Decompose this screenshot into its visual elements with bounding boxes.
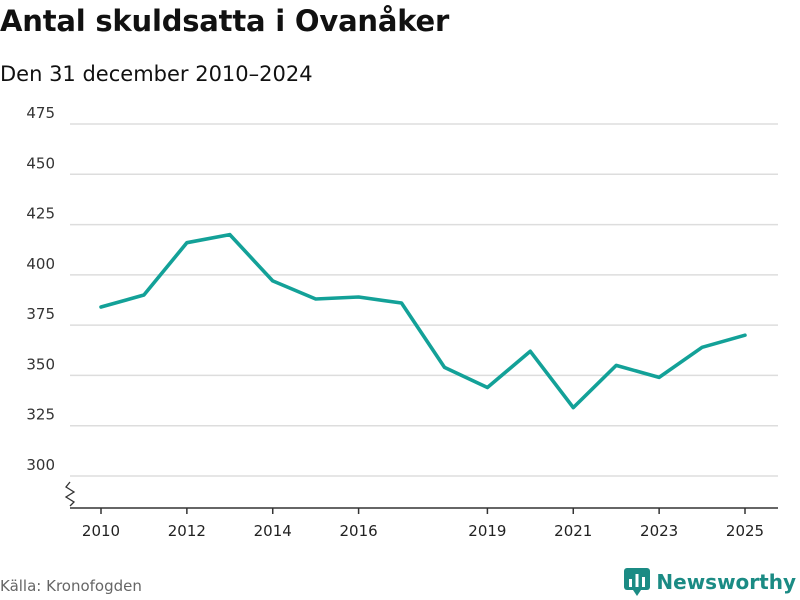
source-note: Källa: Kronofogden — [0, 577, 142, 595]
y-tick-label: 400 — [26, 255, 55, 273]
y-tick-label: 450 — [26, 154, 55, 172]
chart-subtitle: Den 31 december 2010–2024 — [0, 62, 313, 86]
axis-break-icon — [64, 481, 76, 507]
brand-logo: Newsworthy — [624, 568, 796, 596]
x-tick-label: 2012 — [168, 522, 206, 540]
x-axis-ticks: 2010 2012 2014 2016 2019 2021 2023 2025 — [82, 508, 764, 540]
x-tick-label: 2016 — [340, 522, 378, 540]
axis-break-zigzag — [64, 481, 76, 507]
x-tick-label: 2010 — [82, 522, 120, 540]
y-tick-label: 375 — [26, 305, 55, 323]
series-line — [99, 232, 747, 410]
y-tick-label: 325 — [26, 406, 55, 424]
y-tick-label: 425 — [26, 205, 55, 223]
x-tick-label: 2025 — [726, 522, 764, 540]
y-tick-label: 475 — [26, 104, 55, 122]
bar-chart-logo-icon — [624, 568, 651, 596]
grid-lines — [70, 123, 778, 477]
y-tick-label: 350 — [26, 355, 55, 373]
x-tick-label: 2021 — [554, 522, 592, 540]
y-axis-ticks: 300 325 350 375 400 425 450 475 — [26, 104, 55, 474]
chart-title: Antal skuldsatta i Ovanåker — [0, 4, 450, 38]
x-tick-label: 2023 — [640, 522, 678, 540]
y-tick-label: 300 — [26, 456, 55, 474]
x-tick-label: 2014 — [254, 522, 292, 540]
brand-name: Newsworthy — [656, 570, 796, 594]
x-tick-label: 2019 — [468, 522, 506, 540]
series-line-group — [99, 232, 747, 410]
